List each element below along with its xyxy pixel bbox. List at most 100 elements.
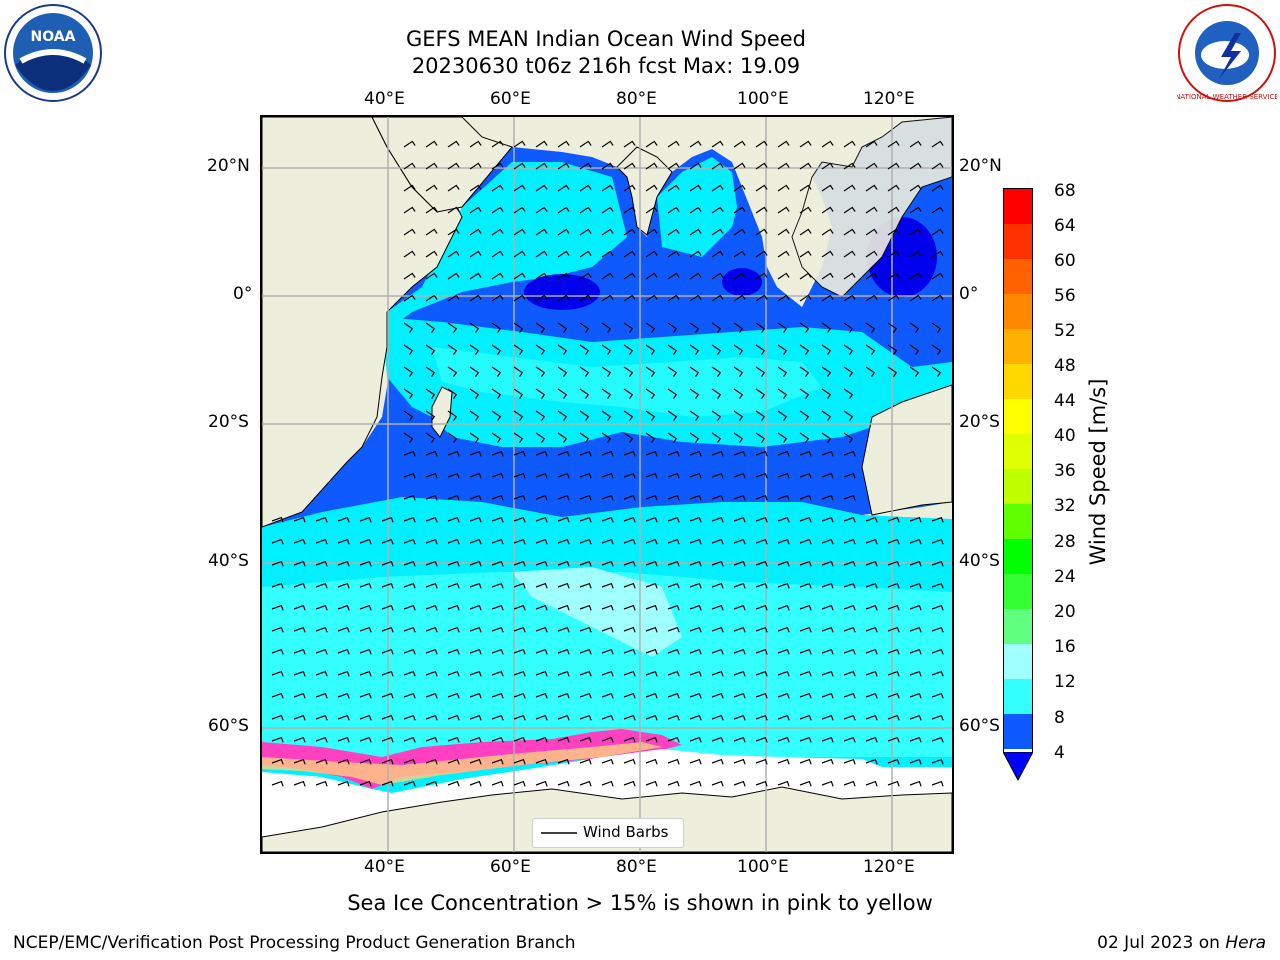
- wind-barb: [909, 670, 922, 677]
- wind-barb: [623, 648, 636, 655]
- wind-barb: [535, 494, 548, 501]
- wind-barb: [557, 366, 568, 378]
- wind-barb: [469, 582, 482, 589]
- wind-barb: [447, 670, 460, 677]
- wind-barb: [447, 560, 460, 567]
- wind-barb: [315, 714, 328, 721]
- wind-barb: [865, 140, 878, 148]
- wind-barb: [513, 366, 524, 378]
- wind-speed-map: [260, 115, 954, 854]
- wind-barb: [843, 780, 856, 787]
- wind-barb: [865, 344, 876, 356]
- lon-tick-bottom-80e: 80°E: [616, 857, 657, 877]
- wind-barb: [535, 604, 548, 611]
- wind-barb: [535, 670, 548, 677]
- wind-barb: [821, 294, 834, 302]
- wind-barb: [359, 626, 372, 633]
- wind-barb: [491, 140, 504, 148]
- wind-barb: [513, 388, 524, 400]
- wind-barb: [733, 344, 744, 356]
- wind-barb: [733, 228, 746, 236]
- wind-barb: [711, 432, 722, 444]
- wind-barb: [513, 184, 526, 192]
- wind-barb: [601, 432, 612, 444]
- wind-barb: [821, 648, 834, 655]
- wind-barb: [667, 648, 680, 655]
- wind-barb: [513, 344, 524, 356]
- wind-barb: [865, 294, 878, 302]
- lon-tick-bottom-60e: 60°E: [490, 857, 531, 877]
- wind-barb: [579, 670, 592, 677]
- wind-barb: [909, 758, 922, 765]
- wind-barb: [843, 494, 856, 501]
- wind-barb: [425, 140, 438, 148]
- wind-barb: [579, 516, 592, 523]
- wind-barb: [535, 582, 548, 589]
- wind-barb: [447, 626, 460, 633]
- wind-barb: [667, 410, 678, 422]
- wind-barb: [557, 450, 570, 457]
- wind-barb: [645, 140, 658, 148]
- wind-barb: [557, 626, 570, 633]
- wind-barb: [843, 582, 856, 589]
- wind-barb: [909, 322, 920, 334]
- wind-barb: [403, 162, 416, 170]
- wind-barb: [887, 626, 900, 633]
- date-text: 02 Jul 2023 on: [1097, 933, 1220, 953]
- wind-barb: [865, 516, 878, 523]
- wind-barb: [469, 250, 482, 258]
- wind-barb: [535, 388, 546, 400]
- wind-barb: [689, 670, 702, 677]
- wind-barb: [579, 494, 592, 501]
- wind-barb: [447, 450, 460, 457]
- wind-barb: [601, 692, 614, 699]
- wind-barb: [755, 162, 768, 170]
- wind-barb: [293, 604, 306, 611]
- wind-barb: [315, 736, 328, 743]
- wind-barb: [513, 736, 526, 743]
- wind-barb: [557, 162, 570, 170]
- wind-barb: [799, 604, 812, 611]
- wind-barb: [865, 736, 878, 743]
- wind-barb: [425, 184, 438, 192]
- wind-barb: [425, 670, 438, 677]
- wind-barbs-layer: [271, 140, 944, 787]
- wind-barb: [865, 162, 878, 170]
- wind-barb: [425, 582, 438, 589]
- wind-barb: [909, 344, 920, 356]
- wind-barb: [887, 560, 900, 567]
- wind-barb: [623, 736, 636, 743]
- wind-barb: [469, 228, 482, 236]
- wind-barb: [447, 538, 460, 545]
- wind-barb: [821, 344, 832, 356]
- wind-barb: [491, 560, 504, 567]
- wind-barb: [777, 206, 790, 214]
- wind-barb: [535, 294, 548, 302]
- wind-barb: [491, 714, 504, 721]
- wind-barb: [447, 228, 460, 236]
- wind-barb: [755, 294, 768, 302]
- wind-barb: [557, 410, 568, 422]
- wind-barb: [557, 714, 570, 721]
- wind-barb: [887, 714, 900, 721]
- wind-barb: [645, 582, 658, 589]
- wind-barb: [579, 648, 592, 655]
- wind-barb: [557, 538, 570, 545]
- wind-barb: [491, 272, 504, 280]
- lat-tick-left-60s: 60°S: [208, 716, 249, 736]
- wind-barb: [491, 250, 504, 258]
- wind-barb: [403, 604, 416, 611]
- wind-barb: [645, 736, 658, 743]
- wind-barb: [777, 626, 790, 633]
- wind-barb: [513, 162, 526, 170]
- wind-barb: [491, 692, 504, 699]
- wind-barb: [711, 388, 722, 400]
- lat-tick-left-0: 0°: [233, 284, 253, 304]
- wind-barb: [381, 604, 394, 611]
- wind-barb: [667, 538, 680, 545]
- wind-barb: [491, 366, 502, 378]
- wind-barb: [601, 388, 612, 400]
- wind-barb: [359, 692, 372, 699]
- wind-barb: [733, 322, 744, 334]
- wind-barb: [755, 228, 768, 236]
